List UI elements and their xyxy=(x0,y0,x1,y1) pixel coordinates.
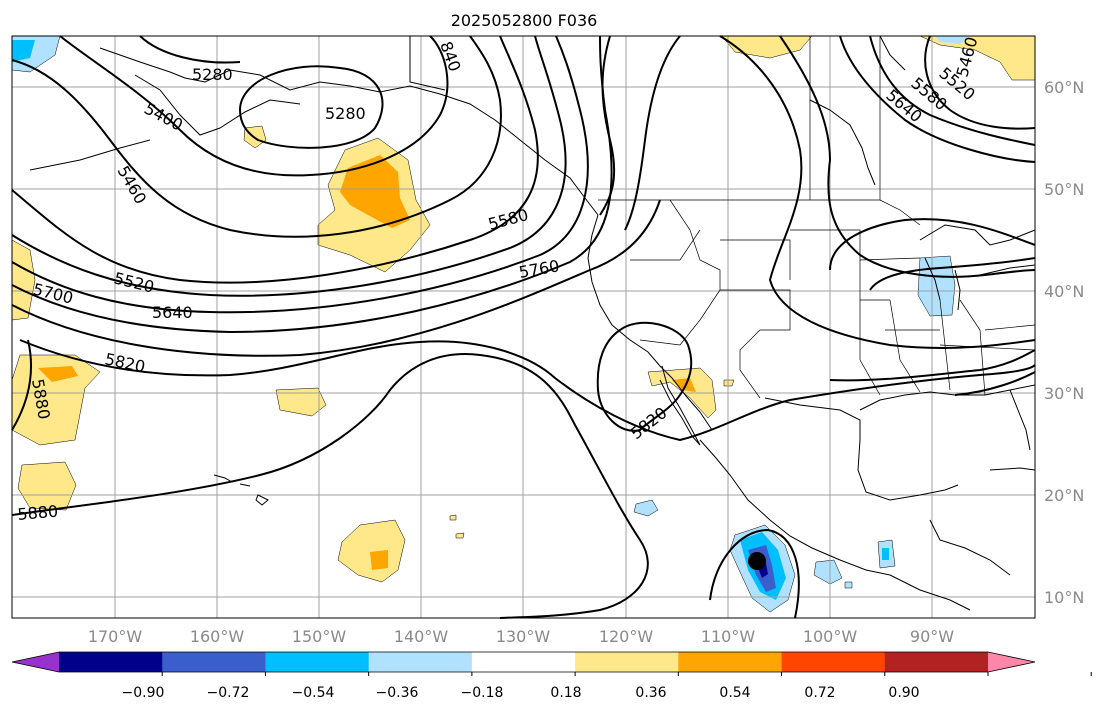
colorbar-segment xyxy=(162,652,266,672)
lon-label: 120°W xyxy=(599,627,654,646)
colorbar-segment xyxy=(471,652,576,672)
colorbar-segment xyxy=(368,652,473,672)
lon-label: 90°W xyxy=(910,627,954,646)
lat-label: 10°N xyxy=(1044,588,1084,607)
colorbar-tick-label: 0.54 xyxy=(719,685,750,701)
lat-label: 20°N xyxy=(1044,486,1084,505)
colorbar-tick-label: 0.36 xyxy=(635,685,666,701)
colorbar-tick-label: 0.90 xyxy=(888,685,919,701)
colorbar-tick-labels: −0.90 −0.72 −0.54 −0.36 −0.18 0.18 0.36 … xyxy=(122,685,920,701)
tropical-cyclone-dot xyxy=(748,552,766,570)
colorbar-extend-high xyxy=(988,652,1035,672)
lon-label: 140°W xyxy=(394,627,449,646)
colorbar-segment xyxy=(59,652,163,672)
lon-label: 170°W xyxy=(88,627,143,646)
lat-label: 30°N xyxy=(1044,384,1084,403)
colorbar-segment xyxy=(678,652,783,672)
colorbar-extend-low xyxy=(12,652,59,672)
contour-label: 5280 xyxy=(325,104,366,123)
colorbar-segment xyxy=(781,652,886,672)
colorbar-segment xyxy=(575,652,679,672)
lon-label: 130°W xyxy=(496,627,551,646)
political-borders xyxy=(598,36,1036,399)
colorbar-tick-label: −0.54 xyxy=(292,685,335,701)
lat-label: 60°N xyxy=(1044,78,1084,97)
coastlines xyxy=(29,35,1036,611)
contour-label: 5880 xyxy=(17,502,59,524)
lat-label: 40°N xyxy=(1044,282,1084,301)
longitude-labels: 170°W 160°W 150°W 140°W 130°W 120°W 110°… xyxy=(88,627,954,646)
colorbar-tick-label: −0.72 xyxy=(207,685,250,701)
lat-label: 50°N xyxy=(1044,180,1084,199)
lon-label: 100°W xyxy=(803,627,858,646)
contour-label: 5640 xyxy=(152,303,193,322)
latitude-labels: 60°N 50°N 40°N 30°N 20°N 10°N xyxy=(1044,78,1084,607)
map-border xyxy=(11,35,1036,619)
colorbar-outline xyxy=(11,651,1036,673)
lon-label: 160°W xyxy=(190,627,245,646)
colorbar-tick-label: 0.18 xyxy=(550,685,581,701)
colorbar-tick-label: −0.18 xyxy=(461,685,504,701)
lon-label: 150°W xyxy=(292,627,347,646)
colorbar-tick-label: −0.90 xyxy=(122,685,165,701)
colorbar-segment xyxy=(265,652,370,672)
colorbar-segment xyxy=(884,652,989,672)
lon-label: 110°W xyxy=(701,627,756,646)
colorbar-tick-label: −0.36 xyxy=(376,685,419,701)
contour-label: 5280 xyxy=(192,65,233,84)
figure-title: 2025052800 F036 xyxy=(451,11,598,30)
colorbar-tick-label: 0.72 xyxy=(804,685,835,701)
colorbar xyxy=(11,651,1092,676)
height-contours xyxy=(11,35,1036,619)
